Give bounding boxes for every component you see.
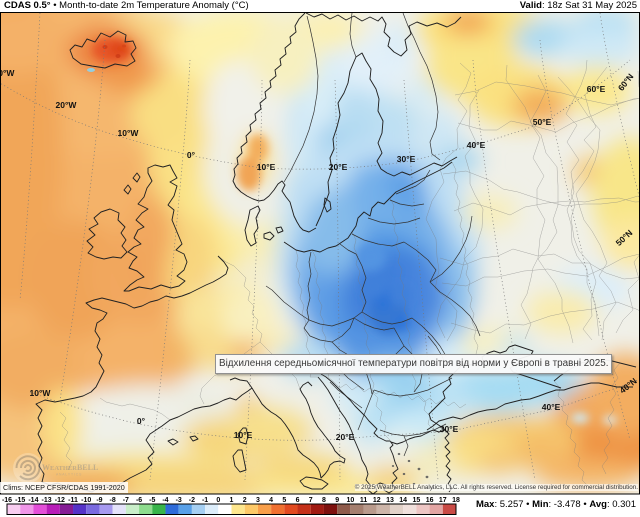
svg-text:40°E: 40°E xyxy=(467,140,486,150)
svg-text:8: 8 xyxy=(322,497,326,504)
svg-text:10: 10 xyxy=(346,497,354,504)
svg-text:20°E: 20°E xyxy=(329,162,348,172)
svg-text:A N A L Y T I C S: A N A L Y T I C S xyxy=(56,473,82,477)
svg-text:-12: -12 xyxy=(55,497,65,504)
svg-text:0°: 0° xyxy=(187,150,196,160)
svg-text:11: 11 xyxy=(360,497,368,504)
svg-text:40°E: 40°E xyxy=(542,402,561,412)
svg-text:0°: 0° xyxy=(137,416,146,426)
svg-text:-8: -8 xyxy=(110,497,116,504)
svg-text:-7: -7 xyxy=(123,497,129,504)
svg-text:WEATHERBELL: WEATHERBELL xyxy=(42,463,98,472)
svg-text:-3: -3 xyxy=(176,497,182,504)
svg-text:4: 4 xyxy=(269,497,273,504)
svg-text:12: 12 xyxy=(373,497,381,504)
svg-text:30°W: 30°W xyxy=(0,68,15,78)
svg-text:20°W: 20°W xyxy=(56,100,78,110)
svg-text:30°E: 30°E xyxy=(440,424,459,434)
svg-text:-2: -2 xyxy=(189,497,195,504)
svg-text:-14: -14 xyxy=(28,497,38,504)
svg-text:-1: -1 xyxy=(202,497,208,504)
svg-text:3: 3 xyxy=(256,497,260,504)
svg-text:-5: -5 xyxy=(149,497,155,504)
svg-text:-9: -9 xyxy=(96,497,102,504)
svg-text:13: 13 xyxy=(386,497,394,504)
svg-text:30°E: 30°E xyxy=(397,154,416,164)
svg-text:10°W: 10°W xyxy=(30,388,52,398)
svg-text:-11: -11 xyxy=(68,497,78,504)
svg-text:10°W: 10°W xyxy=(118,128,140,138)
svg-text:18: 18 xyxy=(452,497,460,504)
svg-text:10°E: 10°E xyxy=(234,430,253,440)
svg-text:5: 5 xyxy=(282,497,286,504)
svg-text:2: 2 xyxy=(243,497,247,504)
svg-text:-16: -16 xyxy=(2,497,12,504)
svg-text:-15: -15 xyxy=(15,497,25,504)
svg-text:14: 14 xyxy=(399,497,407,504)
svg-text:-6: -6 xyxy=(136,497,142,504)
svg-text:16: 16 xyxy=(426,497,434,504)
svg-text:20°E: 20°E xyxy=(336,432,355,442)
svg-text:50°E: 50°E xyxy=(533,117,552,127)
svg-text:0: 0 xyxy=(216,497,220,504)
svg-text:6: 6 xyxy=(296,497,300,504)
svg-text:-10: -10 xyxy=(81,497,91,504)
svg-text:10°E: 10°E xyxy=(257,162,276,172)
svg-text:60°E: 60°E xyxy=(587,84,606,94)
svg-text:1: 1 xyxy=(230,497,234,504)
svg-text:15: 15 xyxy=(412,497,420,504)
svg-text:7: 7 xyxy=(309,497,313,504)
svg-text:-13: -13 xyxy=(42,497,52,504)
svg-text:-4: -4 xyxy=(162,497,168,504)
svg-text:17: 17 xyxy=(439,497,447,504)
svg-text:9: 9 xyxy=(335,497,339,504)
